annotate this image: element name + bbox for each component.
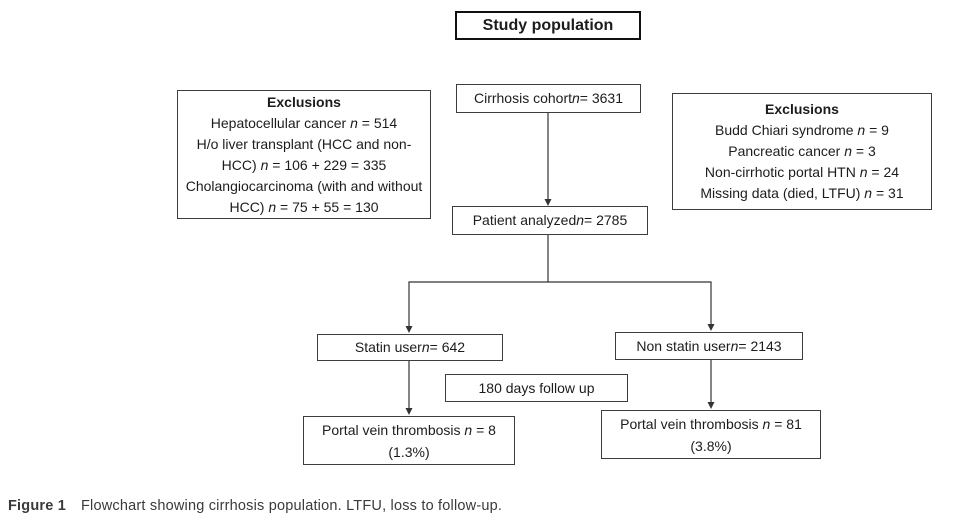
exclusions-right-heading: Exclusions	[765, 101, 839, 117]
arrow-branch-to-nonstatin-head	[707, 324, 715, 331]
pvt-statin-percentage: (1.3%)	[388, 443, 430, 460]
node-exclusions-right: Exclusions Budd Chiari syndrome n = 9 Pa…	[672, 93, 932, 210]
pvt-non-statin-percentage: (3.8%)	[690, 437, 732, 454]
exclusions-left-heading: Exclusions	[267, 93, 341, 110]
exclusions-right-item: Budd Chiari syndrome n = 9	[715, 122, 889, 138]
node-non-statin-user: Non statin user n = 2143	[615, 332, 803, 360]
node-pvt-non-statin: Portal vein thrombosis n = 81 (3.8%)	[601, 410, 821, 459]
pvt-statin-line: Portal vein thrombosis n = 8	[322, 421, 496, 438]
figure-caption-label: Figure 1	[8, 498, 66, 514]
node-follow-up: 180 days follow up	[445, 374, 628, 402]
exclusions-right-item: Missing data (died, LTFU) n = 31	[700, 185, 904, 201]
arrow-statin-to-pvt-head	[405, 408, 413, 415]
node-exclusions-left: Exclusions Hepatocellular cancer n = 514…	[177, 90, 431, 219]
figure-caption: Figure 1 Flowchart showing cirrhosis popu…	[8, 498, 502, 514]
arrow-cohort-to-analyzed-head	[544, 199, 552, 206]
exclusions-right-item: Pancreatic cancer n = 3	[728, 143, 876, 159]
exclusions-left-item: Hepatocellular cancer n = 514	[210, 114, 398, 131]
pvt-non-statin-line: Portal vein thrombosis n = 81	[620, 415, 802, 432]
exclusions-left-item: H/o liver transplant (HCC and non-HCC) n…	[196, 135, 412, 173]
figure-caption-text: Flowchart showing cirrhosis population. …	[81, 498, 503, 514]
arrow-branch-to-statin-head	[405, 326, 413, 333]
node-cirrhosis-cohort: Cirrhosis cohort n = 3631	[456, 84, 641, 113]
node-study-population: Study population	[455, 11, 641, 40]
exclusions-right-item: Non-cirrhotic portal HTN n = 24	[704, 164, 900, 180]
node-pvt-statin: Portal vein thrombosis n = 8 (1.3%)	[303, 416, 515, 465]
arrow-nonstatin-to-pvt-head	[707, 402, 715, 409]
node-statin-user: Statin user n = 642	[317, 334, 503, 361]
exclusions-left-item: Cholangiocarcinoma (with and without HCC…	[185, 177, 423, 215]
node-patient-analyzed: Patient analyzed n = 2785	[452, 206, 648, 235]
